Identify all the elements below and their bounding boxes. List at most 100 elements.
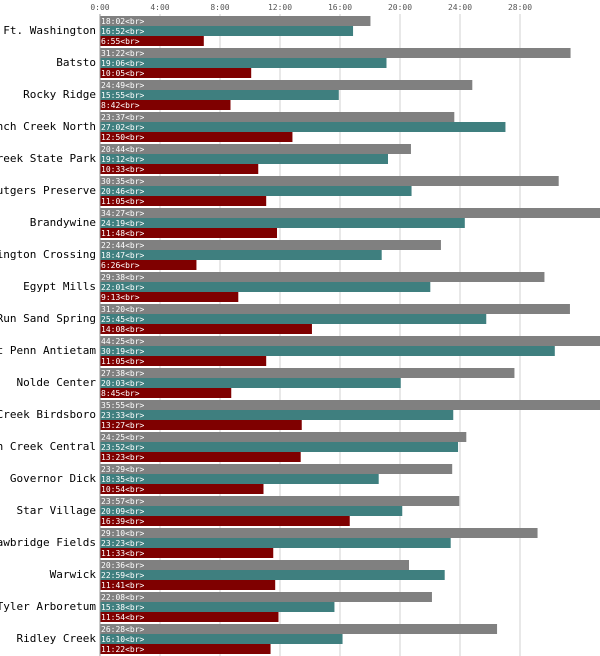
category-label: Governor Dick [10,472,96,485]
bar-value-label: 16:10<br> [101,635,145,644]
bar [100,122,506,132]
bar-value-label: 11:05<br> [101,197,145,206]
bar [100,464,453,474]
bar [100,570,445,580]
x-tick-label: 0:00 [90,3,109,12]
category-label: Egypt Mills [23,280,96,293]
x-tick-label: 8:00 [210,3,229,12]
bar-value-label: 23:37<br> [101,113,145,122]
bar-value-label: 16:52<br> [101,27,145,36]
bar-value-label: 10:54<br> [101,485,145,494]
bar-value-label: 27:02<br> [101,123,145,132]
bar-value-label: 15:38<br> [101,603,145,612]
bar [100,356,267,366]
category-label: Ridley Creek [17,632,97,645]
bar-value-label: 26:28<br> [101,625,145,634]
bar-value-label: 18:35<br> [101,475,145,484]
category-label: French Creek Central [0,440,96,453]
bar-value-label: 13:27<br> [101,421,145,430]
bar [100,176,559,186]
x-tick-label: 12:00 [268,3,292,12]
category-label: Tyler Arboretum [0,600,96,613]
bar-value-label: 24:49<br> [101,81,145,90]
bar-value-label: 35:55<br> [101,401,145,410]
bar [100,90,339,100]
bar [100,144,411,154]
bar-value-label: 11:41<br> [101,581,145,590]
category-label: Rutgers Preserve [0,184,96,197]
bar-value-label: 22:59<br> [101,571,145,580]
bar-value-label: 23:23<br> [101,539,145,548]
bar [100,112,455,122]
bar [100,420,302,430]
bar-value-label: 18:02<br> [101,17,145,26]
bar [100,304,570,314]
bar-value-label: 24:19<br> [101,219,145,228]
bar-value-label: 20:36<br> [101,561,145,570]
bar [100,602,335,612]
bar-value-label: 20:09<br> [101,507,145,516]
bar [100,634,343,644]
bar [100,538,451,548]
bar-value-label: 11:48<br> [101,229,145,238]
bar-value-label: 23:33<br> [101,411,145,420]
bar [100,282,431,292]
bar [100,506,403,516]
bar [100,410,454,420]
bar-value-label: 30:35<br> [101,177,145,186]
category-label: French Creek Birdsboro [0,408,96,421]
bar-value-label: 13:23<br> [101,453,145,462]
bar [100,624,498,634]
bar [100,132,293,142]
bar-value-label: 23:52<br> [101,443,145,452]
category-label: Run Sand Spring [0,312,96,325]
bar-value-label: 22:01<br> [101,283,145,292]
bar-value-label: 6:26<br> [101,261,140,270]
bar-value-label: 24:25<br> [101,433,145,442]
bar [100,378,401,388]
x-tick-label: 20:00 [388,3,412,12]
bar [100,432,467,442]
bar-value-label: 11:33<br> [101,549,145,558]
category-label: Mount Penn Antietam [0,344,96,357]
bar [100,496,460,506]
bar-value-label: 20:46<br> [101,187,145,196]
bar [100,548,274,558]
bar [100,260,197,270]
bar [100,612,279,622]
bar [100,272,545,282]
bar-value-label: 29:10<br> [101,529,145,538]
category-label: Strawbridge Fields [0,536,96,549]
bar-value-label: 10:33<br> [101,165,145,174]
category-label: Washington Crossing [0,248,96,261]
bar-value-label: 19:06<br> [101,59,145,68]
bar-value-label: 16:39<br> [101,517,145,526]
category-label: Batsto [56,56,96,69]
bar-value-label: 11:54<br> [101,613,145,622]
bar [100,16,371,26]
bar-value-label: 19:12<br> [101,155,145,164]
bar [100,100,231,110]
category-label: Rocky Ridge [23,88,96,101]
bar-value-label: 11:05<br> [101,357,145,366]
bar [100,154,388,164]
x-tick-label: 28:00 [508,3,532,12]
x-tick-label: 24:00 [448,3,472,12]
bar [100,26,354,36]
bar-value-label: 6:55<br> [101,37,140,46]
bar-value-label: 23:57<br> [101,497,145,506]
bar [100,388,232,398]
bar-value-label: 14:08<br> [101,325,145,334]
bar [100,314,487,324]
bar-value-label: 8:45<br> [101,389,140,398]
category-label: Marsh Creek State Park [0,152,96,165]
bar [100,528,538,538]
bar-value-label: 31:22<br> [101,49,145,58]
bar-value-label: 22:08<br> [101,593,145,602]
bar [100,336,600,346]
bar-value-label: 25:45<br> [101,315,145,324]
bar [100,580,276,590]
bar [100,346,555,356]
bar [100,368,515,378]
